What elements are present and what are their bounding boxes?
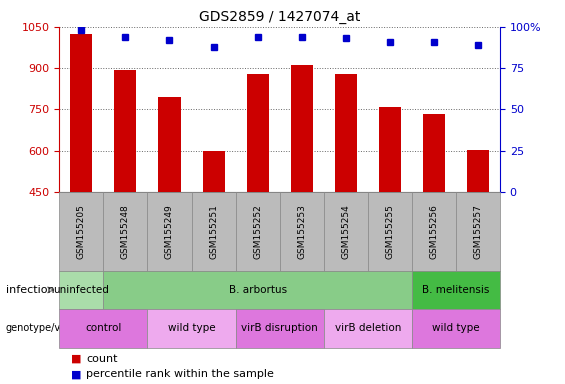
Text: GSM155248: GSM155248 — [121, 204, 130, 259]
Bar — [379, 107, 401, 192]
Text: GSM155205: GSM155205 — [77, 204, 86, 259]
Text: count: count — [86, 354, 118, 364]
Bar — [114, 70, 137, 192]
Text: wild type: wild type — [432, 323, 480, 333]
Bar — [246, 74, 268, 192]
Text: GSM155256: GSM155256 — [429, 204, 438, 259]
Text: GSM155253: GSM155253 — [297, 204, 306, 259]
Text: GSM155252: GSM155252 — [253, 204, 262, 259]
Text: ■: ■ — [71, 369, 81, 379]
Text: B. arbortus: B. arbortus — [229, 285, 286, 295]
Text: infection: infection — [6, 285, 54, 295]
Text: GSM155251: GSM155251 — [209, 204, 218, 259]
Bar — [467, 150, 489, 192]
Text: genotype/variation: genotype/variation — [6, 323, 98, 333]
Bar — [158, 97, 180, 192]
Bar — [202, 151, 224, 192]
Bar — [70, 34, 92, 192]
Bar — [423, 114, 445, 192]
Bar — [334, 74, 357, 192]
Text: virB disruption: virB disruption — [241, 323, 318, 333]
Text: GSM155257: GSM155257 — [473, 204, 483, 259]
Text: GSM155254: GSM155254 — [341, 204, 350, 259]
Text: control: control — [85, 323, 121, 333]
Text: wild type: wild type — [168, 323, 215, 333]
Text: percentile rank within the sample: percentile rank within the sample — [86, 369, 275, 379]
Text: GSM155255: GSM155255 — [385, 204, 394, 259]
Bar — [290, 65, 312, 192]
Text: B. melitensis: B. melitensis — [422, 285, 490, 295]
Text: ■: ■ — [71, 354, 81, 364]
Text: uninfected: uninfected — [54, 285, 109, 295]
Text: GSM155249: GSM155249 — [165, 204, 174, 259]
Text: virB deletion: virB deletion — [334, 323, 401, 333]
Title: GDS2859 / 1427074_at: GDS2859 / 1427074_at — [199, 10, 360, 25]
